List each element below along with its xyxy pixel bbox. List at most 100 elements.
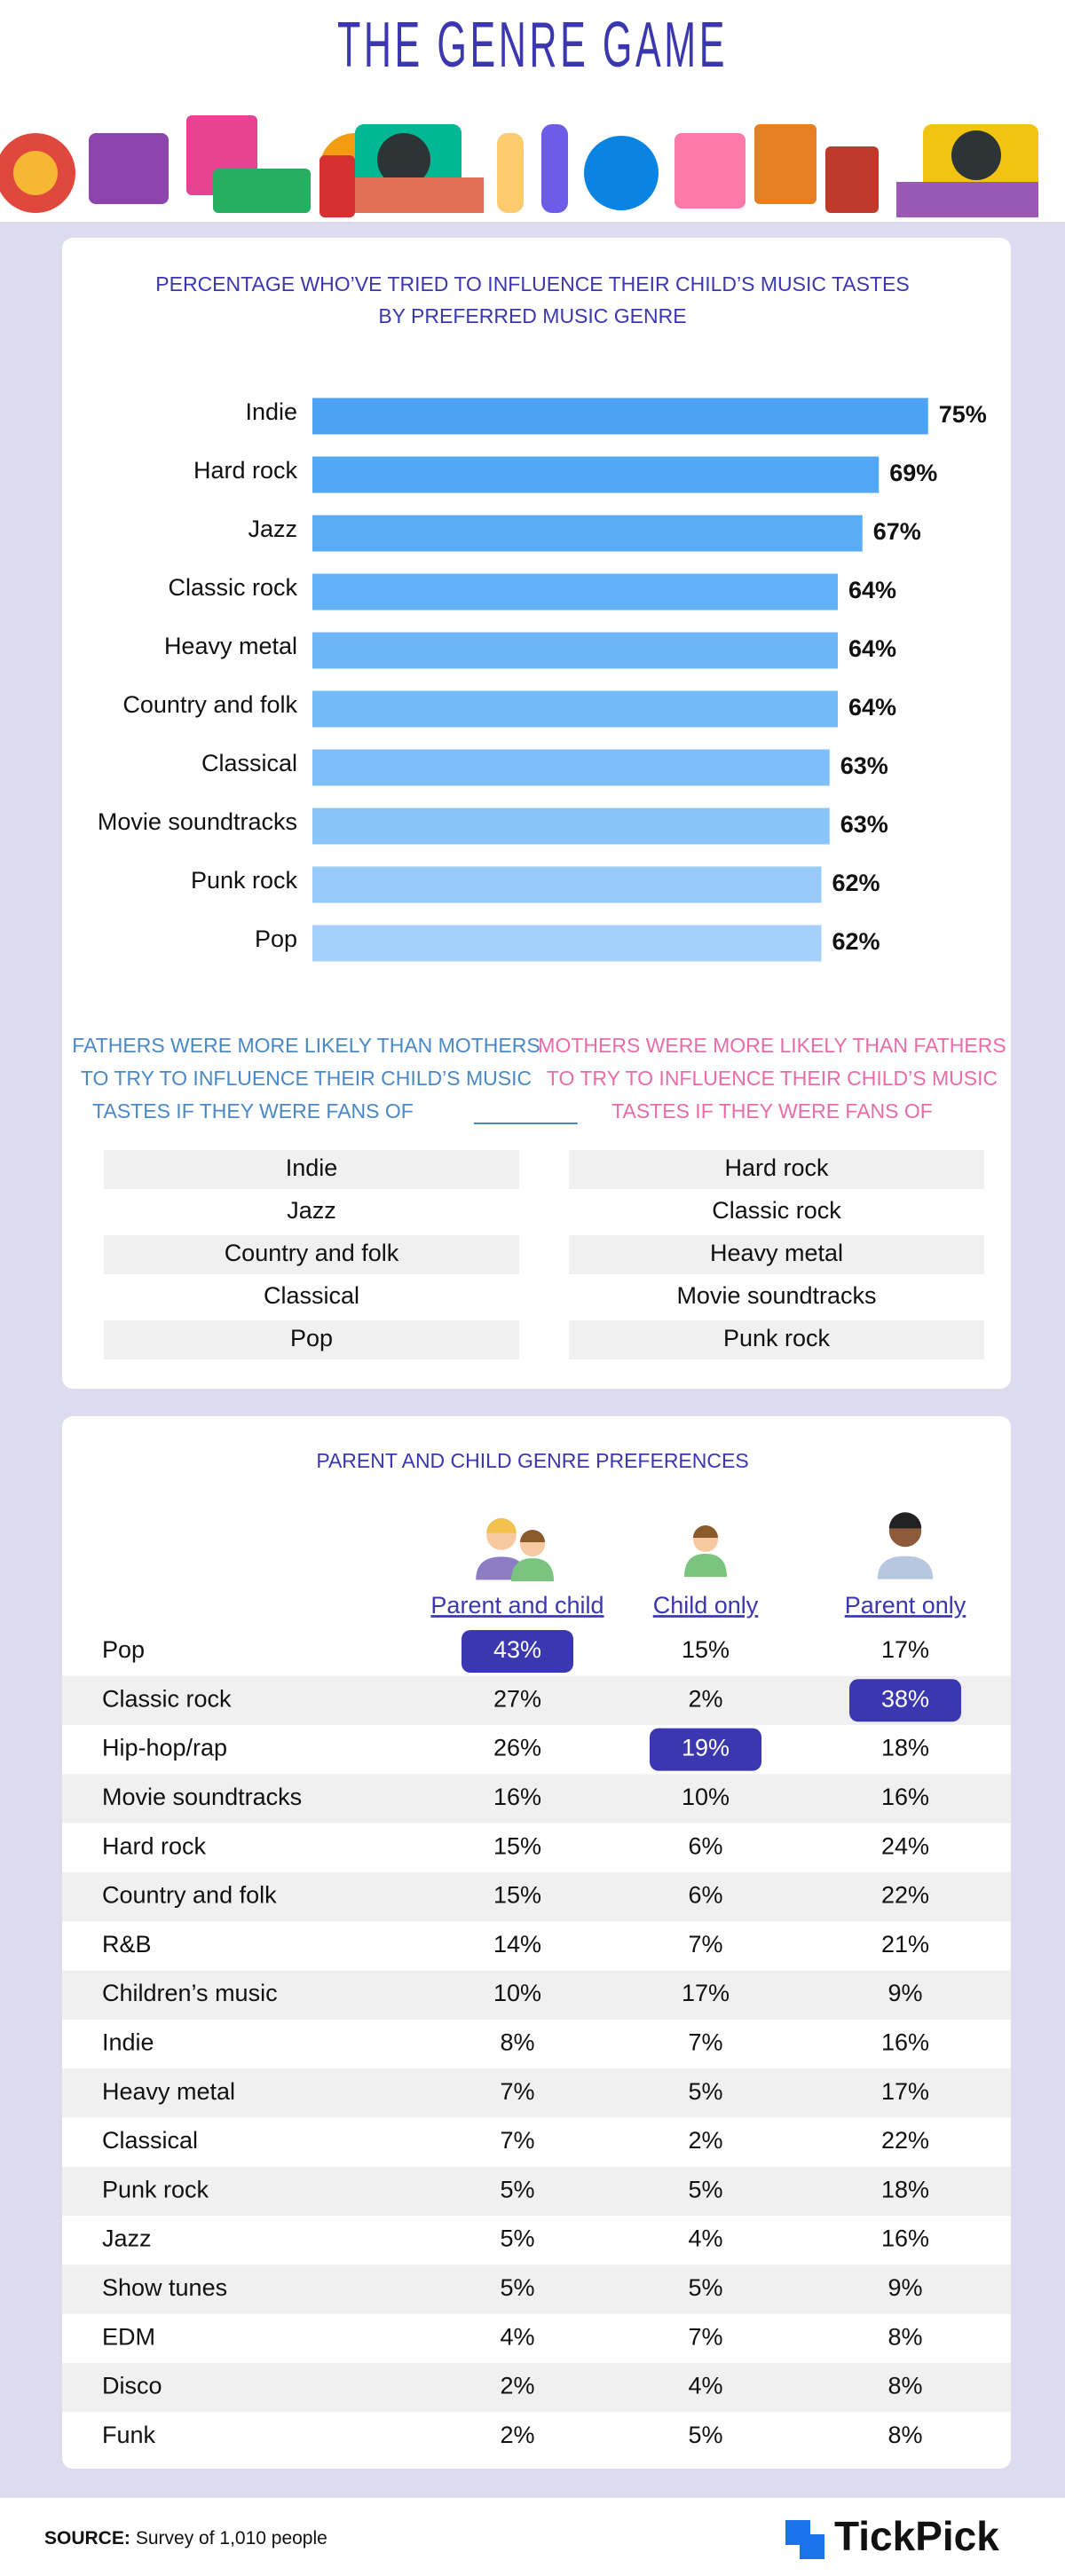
table-cell: 10% (493, 1980, 541, 2006)
value-label: 62% (832, 928, 880, 955)
fathers-item: Country and folk (225, 1240, 399, 1266)
table-cell: 15% (493, 1832, 541, 1859)
table-row-bg (62, 1970, 1011, 2020)
bar (312, 456, 880, 493)
icon-body (684, 1554, 727, 1577)
fathers-item: Pop (290, 1325, 333, 1351)
header-band (0, 0, 1065, 89)
radio (213, 169, 311, 213)
fathers-heading: TO TRY TO INFLUENCE THEIR CHILD’S MUSIC (81, 1067, 532, 1090)
table-cell: 17% (881, 1636, 929, 1663)
row-genre: Hard rock (102, 1832, 207, 1859)
row-genre: Pop (102, 1636, 145, 1663)
icon-hair (693, 1525, 718, 1538)
table-cell: 5% (500, 2274, 534, 2301)
table-cell: 18% (881, 1735, 929, 1761)
table-cell: 8% (888, 2373, 922, 2399)
table-cell: 38% (881, 1685, 929, 1712)
keyboard (355, 177, 484, 213)
chart-title: BY PREFERRED MUSIC GENRE (378, 304, 686, 327)
speaker-2 (825, 146, 879, 213)
speaker (89, 133, 169, 204)
table-cell: 16% (881, 2029, 929, 2056)
list-row-bg (104, 1320, 519, 1359)
table-cell: 7% (500, 2078, 534, 2105)
table-cell: 7% (500, 2127, 534, 2154)
category-label: Classical (201, 750, 297, 776)
bar (312, 690, 838, 728)
banner-bg (0, 89, 1065, 222)
instrument-banner (0, 89, 1065, 222)
bar (312, 398, 928, 435)
icon-body (877, 1556, 934, 1579)
row-genre: Heavy metal (102, 2078, 235, 2105)
category-label: Jazz (248, 516, 297, 542)
icon-hair (888, 1512, 922, 1529)
page-title: THE GENRE GAME (337, 10, 728, 81)
table-cell: 16% (881, 1784, 929, 1810)
list-row-bg (104, 1235, 519, 1274)
bar (312, 573, 838, 611)
row-genre: Indie (102, 2029, 154, 2056)
table-cell: 9% (888, 1980, 922, 2006)
accordion-2 (754, 124, 816, 204)
column-header: Child only (653, 1592, 759, 1619)
drum-skin (13, 151, 58, 195)
mothers-item: Movie soundtracks (676, 1282, 876, 1309)
table-cell: 15% (682, 1636, 730, 1663)
logo-icon (785, 2520, 824, 2559)
table-cell: 6% (688, 1832, 722, 1859)
table-row-bg (62, 2166, 1011, 2216)
bar (312, 515, 863, 552)
table-cell: 19% (682, 1735, 730, 1761)
saxophone (541, 124, 568, 213)
table-cell: 2% (500, 2373, 534, 2399)
table-cell: 8% (500, 2029, 534, 2056)
row-genre: EDM (102, 2323, 155, 2350)
table-cell: 5% (688, 2078, 722, 2105)
value-label: 69% (889, 460, 937, 486)
table-cell: 10% (682, 1784, 730, 1810)
bar (312, 749, 830, 786)
table-title: PARENT AND CHILD GENRE PREFERENCES (316, 1449, 748, 1472)
value-label: 67% (873, 518, 921, 545)
record-2 (951, 130, 1001, 180)
fathers-item: Jazz (287, 1197, 336, 1224)
category-label: Pop (255, 926, 297, 952)
category-label: Country and folk (122, 691, 297, 718)
mothers-item: Classic rock (712, 1197, 841, 1224)
highlight-pill (650, 1728, 761, 1771)
source-text: Survey of 1,010 people (136, 2528, 327, 2548)
table-cell: 16% (493, 1784, 541, 1810)
table-cell: 8% (888, 2422, 922, 2448)
mothers-heading: TASTES IF THEY WERE FANS OF (611, 1099, 933, 1123)
category-label: Classic rock (168, 574, 297, 601)
list-row-bg (569, 1320, 984, 1359)
chart-title: PERCENTAGE WHO’VE TRIED TO INFLUENCE THE… (155, 272, 909, 295)
table-cell: 8% (888, 2323, 922, 2350)
guitar (674, 133, 746, 209)
table-cell: 16% (881, 2225, 929, 2252)
highlight-pill (849, 1679, 961, 1722)
bar (312, 632, 838, 669)
amp (320, 155, 355, 217)
table-cell: 21% (881, 1931, 929, 1958)
table-row-bg (62, 1871, 1011, 1922)
value-label: 64% (848, 694, 896, 721)
table-cell: 5% (688, 2422, 722, 2448)
footer-band (0, 2498, 1065, 2576)
keyboard-2 (896, 182, 1038, 217)
value-label: 63% (840, 811, 888, 838)
table-cell: 5% (688, 2176, 722, 2202)
category-label: Punk rock (191, 867, 298, 894)
table-cell: 9% (888, 2274, 922, 2301)
table-cell: 14% (493, 1931, 541, 1958)
value-label: 64% (848, 577, 896, 603)
table-cell: 15% (493, 1882, 541, 1909)
row-genre: Hip-hop/rap (102, 1735, 227, 1761)
highlight-pill (462, 1630, 573, 1673)
table-cell: 26% (493, 1735, 541, 1761)
value-label: 63% (840, 752, 888, 779)
table-row-bg (62, 2362, 1011, 2413)
column-header: Parent and child (430, 1592, 604, 1619)
